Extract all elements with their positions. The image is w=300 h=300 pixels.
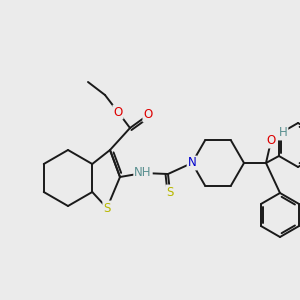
Text: O: O — [113, 106, 123, 118]
Text: O: O — [143, 109, 153, 122]
Text: N: N — [188, 157, 196, 169]
Text: S: S — [166, 185, 174, 199]
Text: S: S — [103, 202, 111, 214]
Text: O: O — [266, 134, 276, 148]
Text: H: H — [279, 127, 287, 140]
Text: NH: NH — [134, 167, 152, 179]
